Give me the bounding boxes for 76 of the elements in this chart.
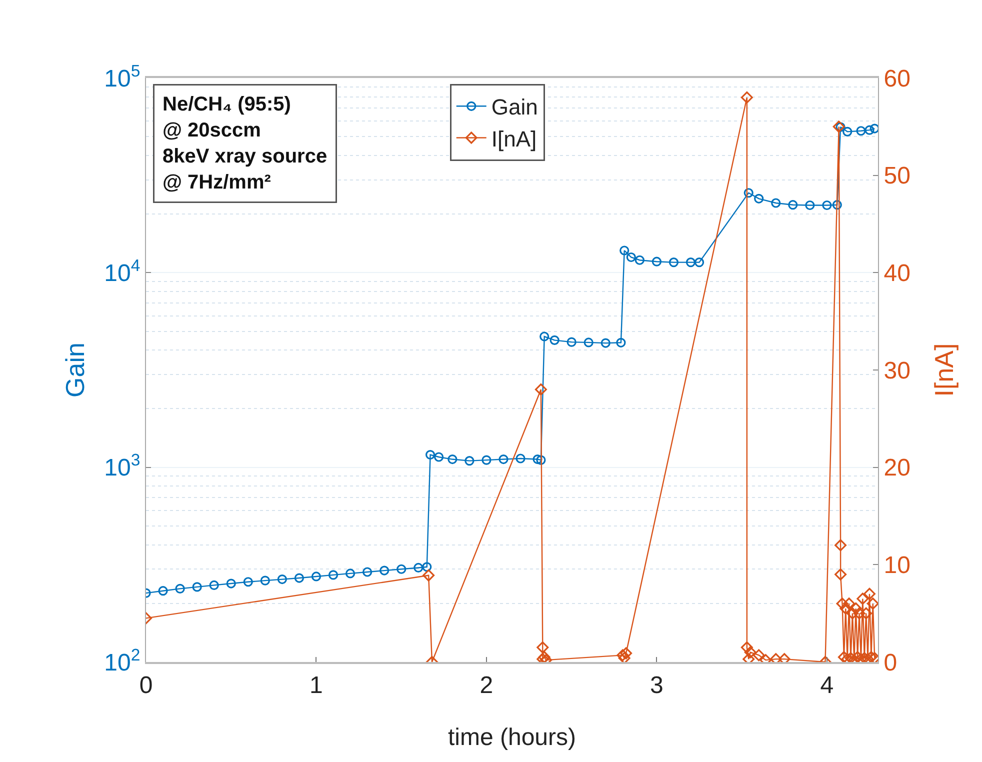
point bbox=[422, 562, 432, 572]
y2-tick-label: 60 bbox=[884, 65, 911, 92]
point bbox=[694, 258, 704, 268]
y2-tick-label: 20 bbox=[884, 454, 911, 482]
y2-axis-title: I[nA] bbox=[929, 343, 959, 397]
annotation: Ne/CH₄ (95:5) bbox=[162, 94, 291, 116]
point bbox=[836, 122, 846, 132]
point bbox=[805, 200, 815, 210]
point bbox=[158, 586, 168, 596]
point bbox=[856, 126, 866, 136]
point bbox=[311, 572, 322, 582]
y-tick-label: 10$^{5}$ bbox=[104, 61, 140, 92]
point bbox=[464, 456, 474, 466]
annotation: @ 20sccm bbox=[162, 120, 261, 142]
point bbox=[566, 337, 576, 347]
point bbox=[498, 454, 508, 464]
legend-label: I[nA] bbox=[491, 126, 537, 152]
x-tick-label: 4 bbox=[820, 672, 834, 699]
point bbox=[192, 582, 202, 592]
point bbox=[516, 454, 526, 464]
y2-tick-label: 0 bbox=[884, 649, 898, 676]
point bbox=[822, 200, 832, 210]
y-tick-label: 10$^{4}$ bbox=[104, 256, 140, 288]
point bbox=[584, 338, 594, 348]
x-tick-label: 1 bbox=[310, 672, 323, 699]
point bbox=[226, 578, 236, 588]
point bbox=[414, 562, 424, 573]
point bbox=[842, 126, 852, 136]
point bbox=[448, 454, 458, 464]
point bbox=[686, 258, 696, 268]
point bbox=[788, 200, 798, 210]
point bbox=[744, 188, 754, 198]
point bbox=[294, 573, 304, 583]
point bbox=[260, 576, 270, 586]
legend-label: Gain bbox=[491, 94, 538, 120]
point bbox=[380, 566, 390, 576]
point bbox=[482, 455, 492, 465]
y2-tick-label: 40 bbox=[884, 260, 911, 288]
point bbox=[870, 124, 878, 134]
y-tick-label: 10$^{3}$ bbox=[104, 450, 140, 482]
point bbox=[536, 455, 546, 465]
y2-tick-label: 50 bbox=[884, 162, 911, 190]
point bbox=[175, 584, 185, 594]
point bbox=[600, 338, 610, 348]
point bbox=[550, 335, 560, 345]
point bbox=[634, 255, 644, 265]
point bbox=[209, 580, 219, 590]
x-tick-label: 3 bbox=[650, 672, 664, 699]
x-tick-label: 2 bbox=[480, 672, 494, 699]
y-tick-label: 10$^{2}$ bbox=[104, 645, 140, 676]
x-axis-title: time (hours) bbox=[448, 724, 576, 751]
point bbox=[277, 574, 287, 584]
point bbox=[771, 198, 781, 208]
y2-tick-label: 10 bbox=[884, 552, 911, 580]
point bbox=[540, 332, 550, 342]
y-axis-title: Gain bbox=[60, 342, 90, 398]
point bbox=[345, 568, 356, 578]
point bbox=[754, 194, 764, 204]
point bbox=[425, 450, 436, 460]
point bbox=[832, 200, 842, 210]
point bbox=[652, 256, 662, 266]
annotation: @ 7Hz/mm² bbox=[162, 172, 272, 194]
point bbox=[864, 125, 874, 135]
point bbox=[620, 246, 630, 256]
point bbox=[396, 564, 406, 574]
y2-tick-label: 30 bbox=[884, 357, 911, 384]
x-tick-label: 0 bbox=[139, 672, 153, 699]
point bbox=[362, 567, 372, 577]
point bbox=[328, 570, 338, 580]
point bbox=[532, 454, 542, 464]
point bbox=[434, 452, 444, 462]
annotation: 8keV xray source bbox=[162, 146, 328, 168]
point bbox=[626, 252, 636, 262]
point bbox=[243, 577, 253, 587]
point bbox=[616, 338, 626, 348]
point bbox=[668, 258, 679, 268]
